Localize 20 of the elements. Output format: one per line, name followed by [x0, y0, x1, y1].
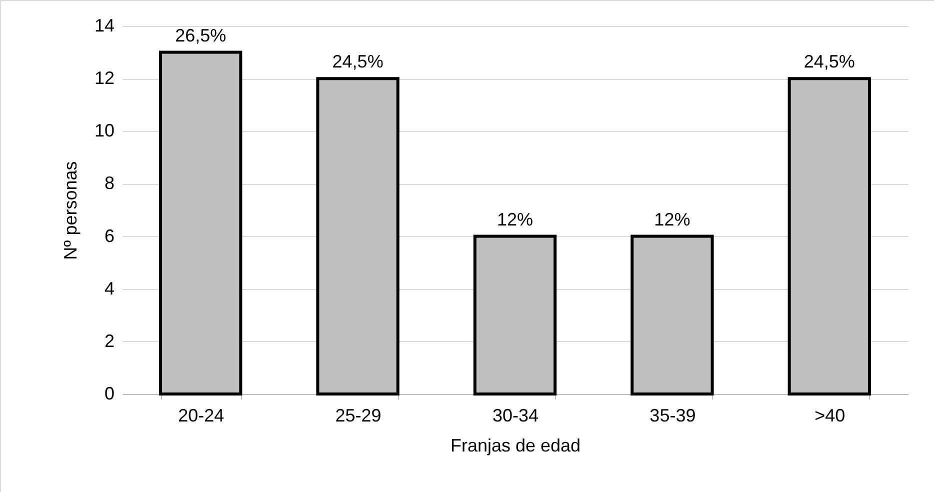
y-tick-label: 14: [94, 16, 114, 36]
x-tick-label: 35-39: [650, 406, 696, 426]
y-tick-label: 8: [104, 173, 114, 194]
y-tick-label: 2: [104, 330, 114, 351]
y-tick-label: 4: [104, 278, 114, 298]
x-axis-title: Franjas de edad: [450, 436, 581, 456]
annotation: 12%: [496, 209, 534, 230]
annotation: 24,5%: [332, 52, 384, 72]
x-tick-label: >40: [814, 406, 846, 426]
x-tick-label: 30-34: [492, 406, 539, 426]
annotation: 26,5%: [175, 25, 226, 46]
annotation: 24,5%: [804, 52, 855, 72]
annotation: 12%: [654, 209, 690, 230]
y-tick-label: 0: [104, 384, 114, 404]
y-tick-label: 10: [94, 120, 114, 141]
y-tick-label: 6: [104, 226, 114, 246]
x-tick-label: 25-29: [335, 406, 382, 426]
y-tick-label: 12: [94, 68, 114, 88]
y-axis-title: Nº personas: [60, 161, 80, 260]
x-tick-label: 20-24: [178, 406, 224, 426]
